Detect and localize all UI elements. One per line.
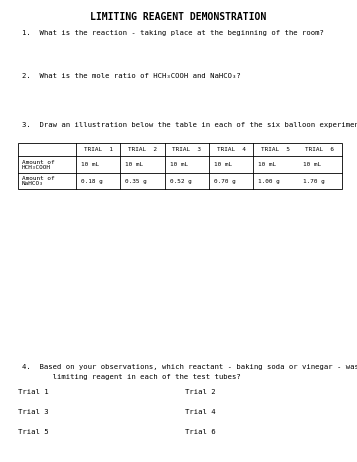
Text: Trial 5: Trial 5	[18, 429, 49, 435]
Bar	[18, 143, 342, 189]
Text: 10 mL: 10 mL	[258, 162, 276, 167]
Text: 10 mL: 10 mL	[214, 162, 232, 167]
Text: 1.  What is the reaction - taking place at the beginning of the room?: 1. What is the reaction - taking place a…	[22, 30, 324, 36]
Text: Amount of: Amount of	[22, 176, 55, 181]
Text: TRIAL  5: TRIAL 5	[261, 147, 290, 152]
Text: TRIAL  2: TRIAL 2	[128, 147, 157, 152]
Text: TRIAL  4: TRIAL 4	[217, 147, 246, 152]
Text: 10 mL: 10 mL	[81, 162, 99, 167]
Text: Trial 4: Trial 4	[185, 409, 216, 415]
Text: 10 mL: 10 mL	[170, 162, 188, 167]
Text: limiting reagent in each of the test tubes?: limiting reagent in each of the test tub…	[22, 373, 241, 379]
Text: TRIAL  6: TRIAL 6	[305, 147, 335, 152]
Text: Trial 6: Trial 6	[185, 429, 216, 435]
Text: 0.52 g: 0.52 g	[170, 179, 191, 184]
Text: 2.  What is the mole ratio of HCH₃COOH and NaHCO₃?: 2. What is the mole ratio of HCH₃COOH an…	[22, 73, 241, 79]
Text: Amount of: Amount of	[22, 160, 55, 165]
Text: 3.  Draw an illustration below the table in each of the six balloon experiments.: 3. Draw an illustration below the table …	[22, 122, 357, 128]
Text: HCH₃COOH: HCH₃COOH	[22, 165, 51, 170]
Text: TRIAL  3: TRIAL 3	[172, 147, 201, 152]
Text: Trial 1: Trial 1	[18, 389, 49, 395]
Text: Trial 2: Trial 2	[185, 389, 216, 395]
Text: TRIAL  1: TRIAL 1	[84, 147, 113, 152]
Text: 4.  Based on your observations, which reactant - baking soda or vinegar - was th: 4. Based on your observations, which rea…	[22, 364, 357, 370]
Text: NaHCO₃: NaHCO₃	[22, 181, 44, 186]
Text: Trial 3: Trial 3	[18, 409, 49, 415]
Text: 1.00 g: 1.00 g	[258, 179, 280, 184]
Text: 0.18 g: 0.18 g	[81, 179, 103, 184]
Text: 10 mL: 10 mL	[303, 162, 321, 167]
Text: 1.70 g: 1.70 g	[303, 179, 325, 184]
Text: 0.35 g: 0.35 g	[125, 179, 147, 184]
Text: LIMITING REAGENT DEMONSTRATION: LIMITING REAGENT DEMONSTRATION	[90, 12, 267, 22]
Text: 0.70 g: 0.70 g	[214, 179, 236, 184]
Text: 10 mL: 10 mL	[125, 162, 144, 167]
